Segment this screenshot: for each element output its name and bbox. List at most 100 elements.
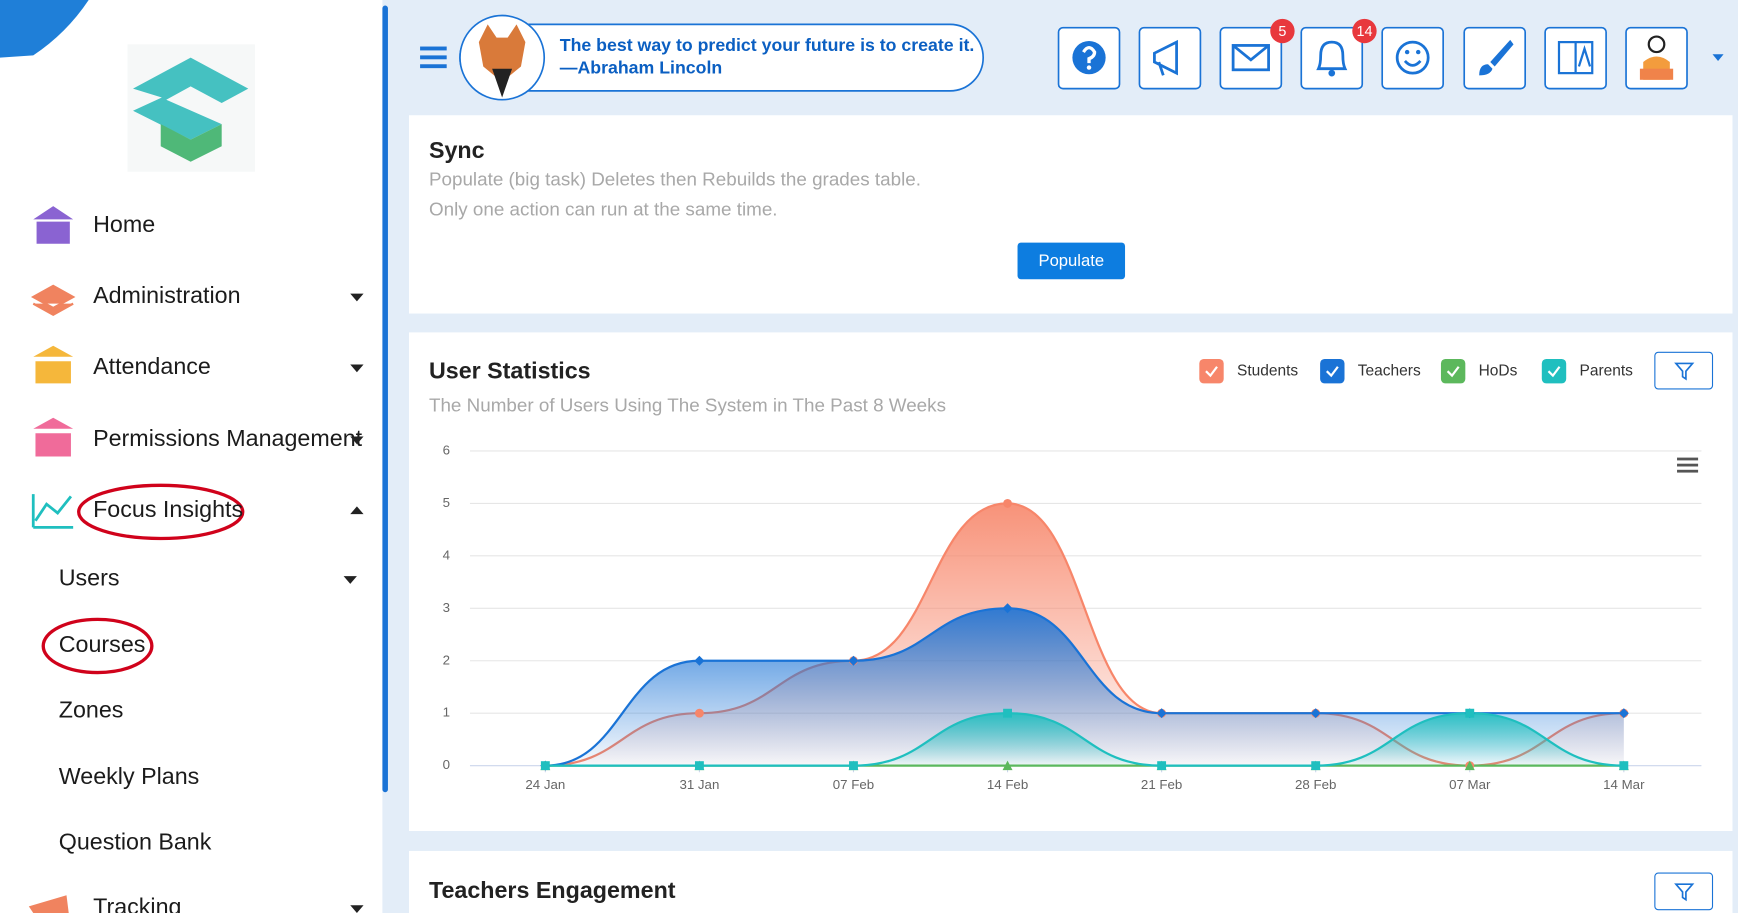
card-title: User Statistics	[429, 357, 591, 383]
menu-item[interactable]: Permissions Management	[93, 425, 363, 451]
filter-button[interactable]	[1654, 872, 1714, 911]
legend-check	[1547, 366, 1561, 378]
legend-label[interactable]: Students	[1237, 362, 1298, 379]
header-button[interactable]	[1625, 26, 1688, 90]
submenu-item[interactable]: Weekly Plans	[59, 763, 200, 789]
point	[1619, 761, 1629, 771]
submenu-item[interactable]: Zones	[59, 696, 124, 722]
caret	[350, 436, 364, 445]
badge	[1270, 18, 1295, 44]
point	[1464, 760, 1475, 771]
point	[1157, 761, 1167, 771]
point	[1311, 761, 1321, 771]
legend-label[interactable]: Parents	[1579, 362, 1633, 379]
x-tick-label: 28 Feb	[1295, 777, 1336, 792]
caret	[350, 293, 364, 302]
caret	[350, 905, 364, 913]
point	[1003, 708, 1012, 718]
submenu-item[interactable]: Question Bank	[59, 828, 212, 854]
button-label: Populate	[1038, 251, 1104, 270]
header-button[interactable]	[1381, 26, 1444, 90]
point	[1002, 603, 1013, 614]
x-tick-label: 07 Mar	[1449, 777, 1491, 792]
legend-label[interactable]: Teachers	[1358, 362, 1421, 379]
legend-label[interactable]: HoDs	[1479, 362, 1518, 379]
y-tick-label: 3	[443, 600, 450, 615]
badge-count: 5	[1278, 24, 1286, 40]
legend-swatch[interactable]	[1320, 358, 1345, 384]
header-button[interactable]	[1138, 26, 1202, 90]
header-button[interactable]	[1300, 26, 1364, 90]
series-area	[545, 608, 1624, 766]
x-tick-label: 07 Feb	[833, 777, 874, 792]
corner-logo	[0, 0, 89, 58]
menu-item[interactable]: Tracking	[93, 894, 181, 913]
menu-item[interactable]: Administration	[93, 282, 240, 308]
header-button[interactable]	[1219, 26, 1283, 90]
menu-item[interactable]: Attendance	[93, 353, 211, 379]
chart-menu[interactable]	[1677, 457, 1699, 473]
caret	[350, 364, 364, 373]
caret	[343, 576, 357, 584]
mascot-suit	[492, 68, 513, 98]
card-subtitle: The Number of Users Using The System in …	[429, 395, 946, 416]
point	[849, 761, 858, 771]
card-text: Populate (big task) Deletes then Rebuild…	[429, 169, 921, 190]
point	[694, 708, 704, 718]
sync-card	[409, 115, 1733, 314]
card-title: Sync	[429, 137, 485, 163]
x-tick-label: 21 Feb	[1141, 777, 1182, 792]
header-button[interactable]	[1057, 26, 1121, 90]
point	[694, 655, 705, 666]
legend-check	[1325, 366, 1339, 378]
x-tick-label: 14 Feb	[987, 777, 1028, 792]
legend-swatch[interactable]	[1541, 358, 1567, 384]
quote: The best way to predict your future is t…	[560, 35, 975, 55]
x-tick-label: 24 Jan	[525, 777, 565, 792]
y-tick-label: 6	[443, 442, 450, 457]
series-line	[545, 712, 1624, 767]
legend-check	[1205, 366, 1218, 378]
legend-swatch[interactable]	[1440, 358, 1466, 384]
header-button[interactable]	[1463, 26, 1527, 90]
badge	[1352, 18, 1377, 44]
legend-swatch[interactable]	[1199, 358, 1224, 384]
badge-count: 14	[1356, 24, 1372, 40]
hamburger[interactable]	[420, 46, 447, 69]
x-tick-label: 14 Mar	[1603, 777, 1645, 792]
highlight-ellipse	[77, 483, 245, 541]
submenu-item[interactable]: Courses	[59, 631, 146, 657]
point	[1002, 760, 1013, 771]
y-tick-label: 5	[443, 495, 450, 510]
mascot	[478, 24, 526, 82]
y-tick-label: 4	[443, 547, 450, 562]
filter-icon	[1674, 883, 1695, 902]
card-title: Teachers Engagement	[429, 877, 676, 903]
quote-author: —Abraham Lincoln	[560, 57, 722, 77]
y-tick-label: 0	[443, 757, 450, 772]
card-text: Only one action can run at the same time…	[429, 198, 778, 219]
filter-button[interactable]	[1654, 351, 1714, 390]
dropdown-caret[interactable]	[1712, 54, 1724, 61]
menu-item[interactable]: Focus Insights	[93, 496, 243, 522]
point	[540, 761, 550, 771]
y-tick-label: 1	[443, 705, 450, 720]
header-button[interactable]	[1544, 26, 1607, 90]
populate-button[interactable]	[1017, 242, 1126, 280]
scrollbar[interactable]	[382, 5, 388, 793]
highlight-ellipse	[41, 617, 154, 675]
point	[694, 761, 704, 771]
menu-icons	[28, 206, 76, 913]
point	[1003, 498, 1012, 508]
logo	[127, 44, 255, 172]
menu-item[interactable]: Home	[93, 211, 155, 237]
filter-icon	[1674, 362, 1695, 381]
legend-check	[1446, 366, 1460, 378]
submenu-item[interactable]: Users	[59, 565, 120, 591]
point	[848, 655, 859, 666]
engagement-card	[409, 850, 1733, 913]
point	[1310, 708, 1321, 719]
y-tick-label: 2	[443, 652, 450, 667]
